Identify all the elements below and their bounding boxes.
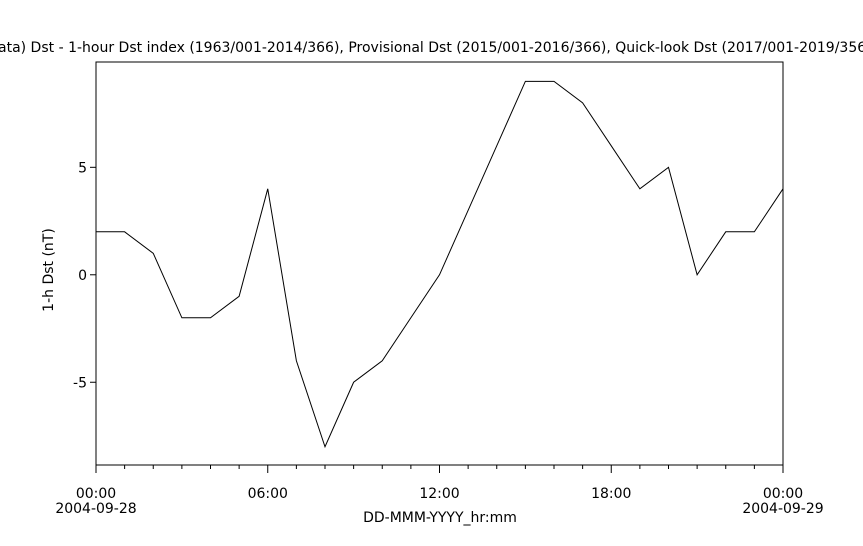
x-tick-label: 06:00 <box>248 486 288 502</box>
y-axis-label: 1-h Dst (nT) <box>41 228 57 312</box>
plot-frame <box>95 61 784 466</box>
y-tick-label: 0 <box>78 268 87 284</box>
data-line <box>96 80 784 449</box>
x-tick-date: 2004-09-28 <box>55 501 136 517</box>
x-tick-label: 12:00 <box>419 486 459 502</box>
x-tick-date: 2004-09-29 <box>742 501 823 517</box>
x-tick-label: 00:00 <box>763 486 803 502</box>
x-tick-label: 18:00 <box>591 486 631 502</box>
y-tick-label: -5 <box>73 375 87 391</box>
chart-title: ata) Dst - 1-hour Dst index (1963/001-20… <box>0 40 863 56</box>
x-tick-label: 00:00 <box>76 486 116 502</box>
y-tick-label: 5 <box>78 160 87 176</box>
x-axis-label: DD-MMM-YYYY_hr:mm <box>363 510 517 526</box>
